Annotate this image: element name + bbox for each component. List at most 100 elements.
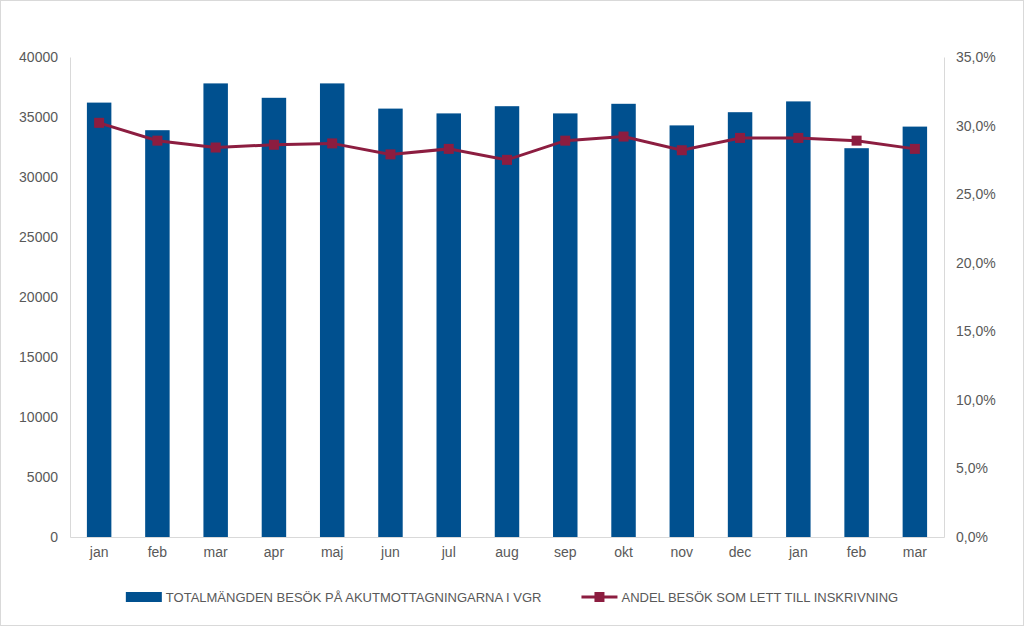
y2-tick-label: 30,0% — [956, 118, 996, 134]
marker — [560, 136, 570, 146]
x-tick: okt — [614, 537, 633, 560]
marker — [910, 144, 920, 154]
y2-tick: 35,0% — [944, 49, 996, 65]
y2-tick: 5,0% — [944, 460, 988, 476]
y2-tick: 15,0% — [944, 323, 996, 339]
x-tick-label: feb — [148, 544, 168, 560]
x-tick-label: nov — [671, 544, 694, 560]
y-tick-label: 10000 — [19, 409, 58, 425]
y2-tick-label: 0,0% — [956, 529, 988, 545]
marker — [444, 144, 454, 154]
x-tick-label: dec — [729, 544, 752, 560]
y-tick-label: 40000 — [19, 49, 58, 65]
y-tick-label: 30000 — [19, 169, 58, 185]
chart-frame — [1, 1, 1024, 626]
x-tick: aug — [495, 537, 518, 560]
marker — [677, 145, 687, 155]
y-tick: 20000 — [19, 289, 70, 305]
y2-tick-label: 20,0% — [956, 255, 996, 271]
marker — [327, 138, 337, 148]
bar — [203, 83, 227, 537]
axis-line — [71, 537, 945, 538]
y2-tick-label: 10,0% — [956, 392, 996, 408]
bar — [145, 130, 169, 537]
marker — [852, 136, 862, 146]
legend-label: TOTALMÄNGDEN BESÖK PÅ AKUTMOTTAGNINGARNA… — [166, 590, 542, 605]
bar — [670, 125, 694, 537]
x-tick-label: feb — [847, 544, 867, 560]
x-tick: jan — [89, 537, 109, 560]
bar — [903, 127, 927, 537]
y-tick-label: 0 — [50, 529, 58, 545]
axis-line — [70, 58, 71, 538]
y2-tick: 30,0% — [944, 118, 996, 134]
marks — [87, 83, 927, 537]
plot: 0 5000 10000 15000 20000 25000 30000 35000 40000… — [19, 49, 996, 560]
bar — [378, 109, 402, 537]
y-tick-label: 15000 — [19, 349, 58, 365]
bar — [436, 113, 460, 537]
legend-item: ANDEL BESÖK SOM LETT TILL INSKRIVNING — [581, 590, 898, 605]
bar-series — [87, 83, 927, 537]
legend-label: ANDEL BESÖK SOM LETT TILL INSKRIVNING — [621, 590, 898, 605]
bar — [844, 148, 868, 537]
bar — [611, 104, 635, 537]
x-tick-label: jun — [380, 544, 400, 560]
bar — [553, 113, 577, 537]
y2-tick-label: 25,0% — [956, 186, 996, 202]
y-tick-label: 25000 — [19, 229, 58, 245]
y2-axis: 0,0% 5,0% 10,0% 15,0% 20,0% 25,0% 30,0% 35,0% — [944, 49, 996, 545]
x-tick: sep — [554, 537, 577, 560]
x-tick: jun — [380, 537, 400, 560]
y-tick-label: 5000 — [27, 469, 58, 485]
x-tick-label: jan — [89, 544, 109, 560]
x-tick-label: aug — [495, 544, 518, 560]
marker — [94, 118, 104, 128]
y-tick: 5000 — [27, 469, 70, 485]
bar — [495, 106, 519, 537]
bar — [728, 112, 752, 537]
x-tick-label: mar — [204, 544, 228, 560]
y2-tick: 0,0% — [944, 529, 988, 545]
y-tick: 40000 — [19, 49, 70, 65]
legend-marker — [594, 592, 604, 602]
x-tick-label: apr — [264, 544, 285, 560]
x-tick-label: mar — [903, 544, 927, 560]
x-tick-label: jul — [441, 544, 456, 560]
y2-tick-label: 15,0% — [956, 323, 996, 339]
x-tick-label: jan — [788, 544, 808, 560]
x-tick: mar — [204, 537, 228, 560]
y2-tick: 10,0% — [944, 392, 996, 408]
marker — [269, 140, 279, 150]
marker — [385, 149, 395, 159]
x-tick: jul — [441, 537, 456, 560]
y-tick: 35000 — [19, 109, 70, 125]
y-tick: 0 — [50, 529, 70, 545]
x-tick: nov — [671, 537, 694, 560]
x-axis: jan feb mar apr maj jun jul aug sep okt nov dec jan f… — [71, 537, 945, 560]
x-tick: feb — [148, 537, 168, 560]
legend-swatch — [126, 592, 162, 602]
x-tick: maj — [321, 537, 344, 560]
axis-line — [944, 58, 945, 538]
x-tick-label: sep — [554, 544, 577, 560]
bar — [320, 83, 344, 537]
line-series — [94, 118, 920, 165]
marker — [152, 136, 162, 146]
y-tick: 10000 — [19, 409, 70, 425]
legend-item: TOTALMÄNGDEN BESÖK PÅ AKUTMOTTAGNINGARNA… — [126, 590, 542, 605]
marker — [211, 143, 221, 153]
y2-tick-label: 5,0% — [956, 460, 988, 476]
y-tick: 25000 — [19, 229, 70, 245]
bar — [262, 98, 286, 537]
y-tick-label: 20000 — [19, 289, 58, 305]
marker — [502, 155, 512, 165]
y2-tick: 25,0% — [944, 186, 996, 202]
x-tick: apr — [264, 537, 285, 560]
marker — [619, 132, 629, 142]
line — [99, 123, 915, 160]
x-tick: dec — [729, 537, 752, 560]
y2-tick: 20,0% — [944, 255, 996, 271]
bar — [87, 103, 111, 537]
y-tick: 15000 — [19, 349, 70, 365]
